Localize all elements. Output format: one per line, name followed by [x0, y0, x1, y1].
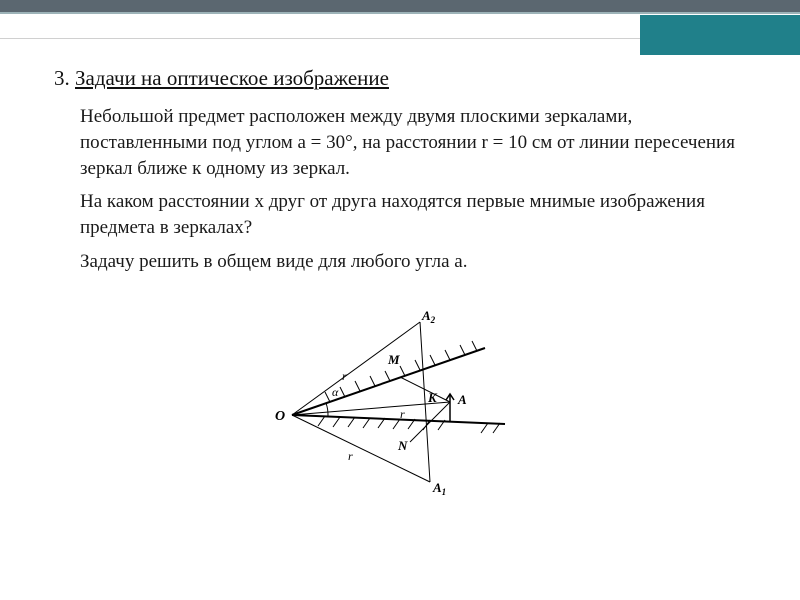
- label-r-upper: r: [342, 369, 347, 383]
- label-O: O: [275, 409, 285, 424]
- top-bar: [0, 0, 800, 14]
- label-r-mid: r: [400, 407, 405, 421]
- label-M: M: [387, 352, 400, 367]
- label-N: N: [397, 438, 408, 453]
- angle-arc: [326, 403, 328, 416]
- problem-number: 3.: [54, 66, 70, 90]
- paragraph-2: На каком расстоянии x друг от друга нахо…: [80, 189, 746, 240]
- paragraph-3: Задачу решить в общем виде для любого уг…: [80, 249, 746, 275]
- label-r-lower: r: [348, 449, 353, 463]
- diagram-container: O: [54, 302, 746, 507]
- label-A2: A2: [421, 308, 436, 325]
- content-area: 3. Задачи на оптическое изображение Небо…: [0, 39, 800, 507]
- label-K: K: [427, 390, 438, 405]
- optics-diagram: O: [270, 302, 530, 502]
- hatch-top: [325, 341, 477, 402]
- accent-block: [640, 14, 800, 55]
- problem-heading: Задачи на оптическое изображение: [75, 66, 389, 90]
- label-A: A: [457, 392, 467, 407]
- mirror-bottom: [292, 415, 505, 424]
- label-alpha: α: [332, 385, 339, 399]
- label-A1: A1: [432, 480, 446, 497]
- problem-title: 3. Задачи на оптическое изображение: [54, 65, 746, 92]
- hatch-bottom: [318, 416, 500, 433]
- line-OA1: [292, 415, 430, 482]
- line-OA: [292, 402, 450, 415]
- paragraph-1: Небольшой предмет расположен между двумя…: [80, 104, 746, 181]
